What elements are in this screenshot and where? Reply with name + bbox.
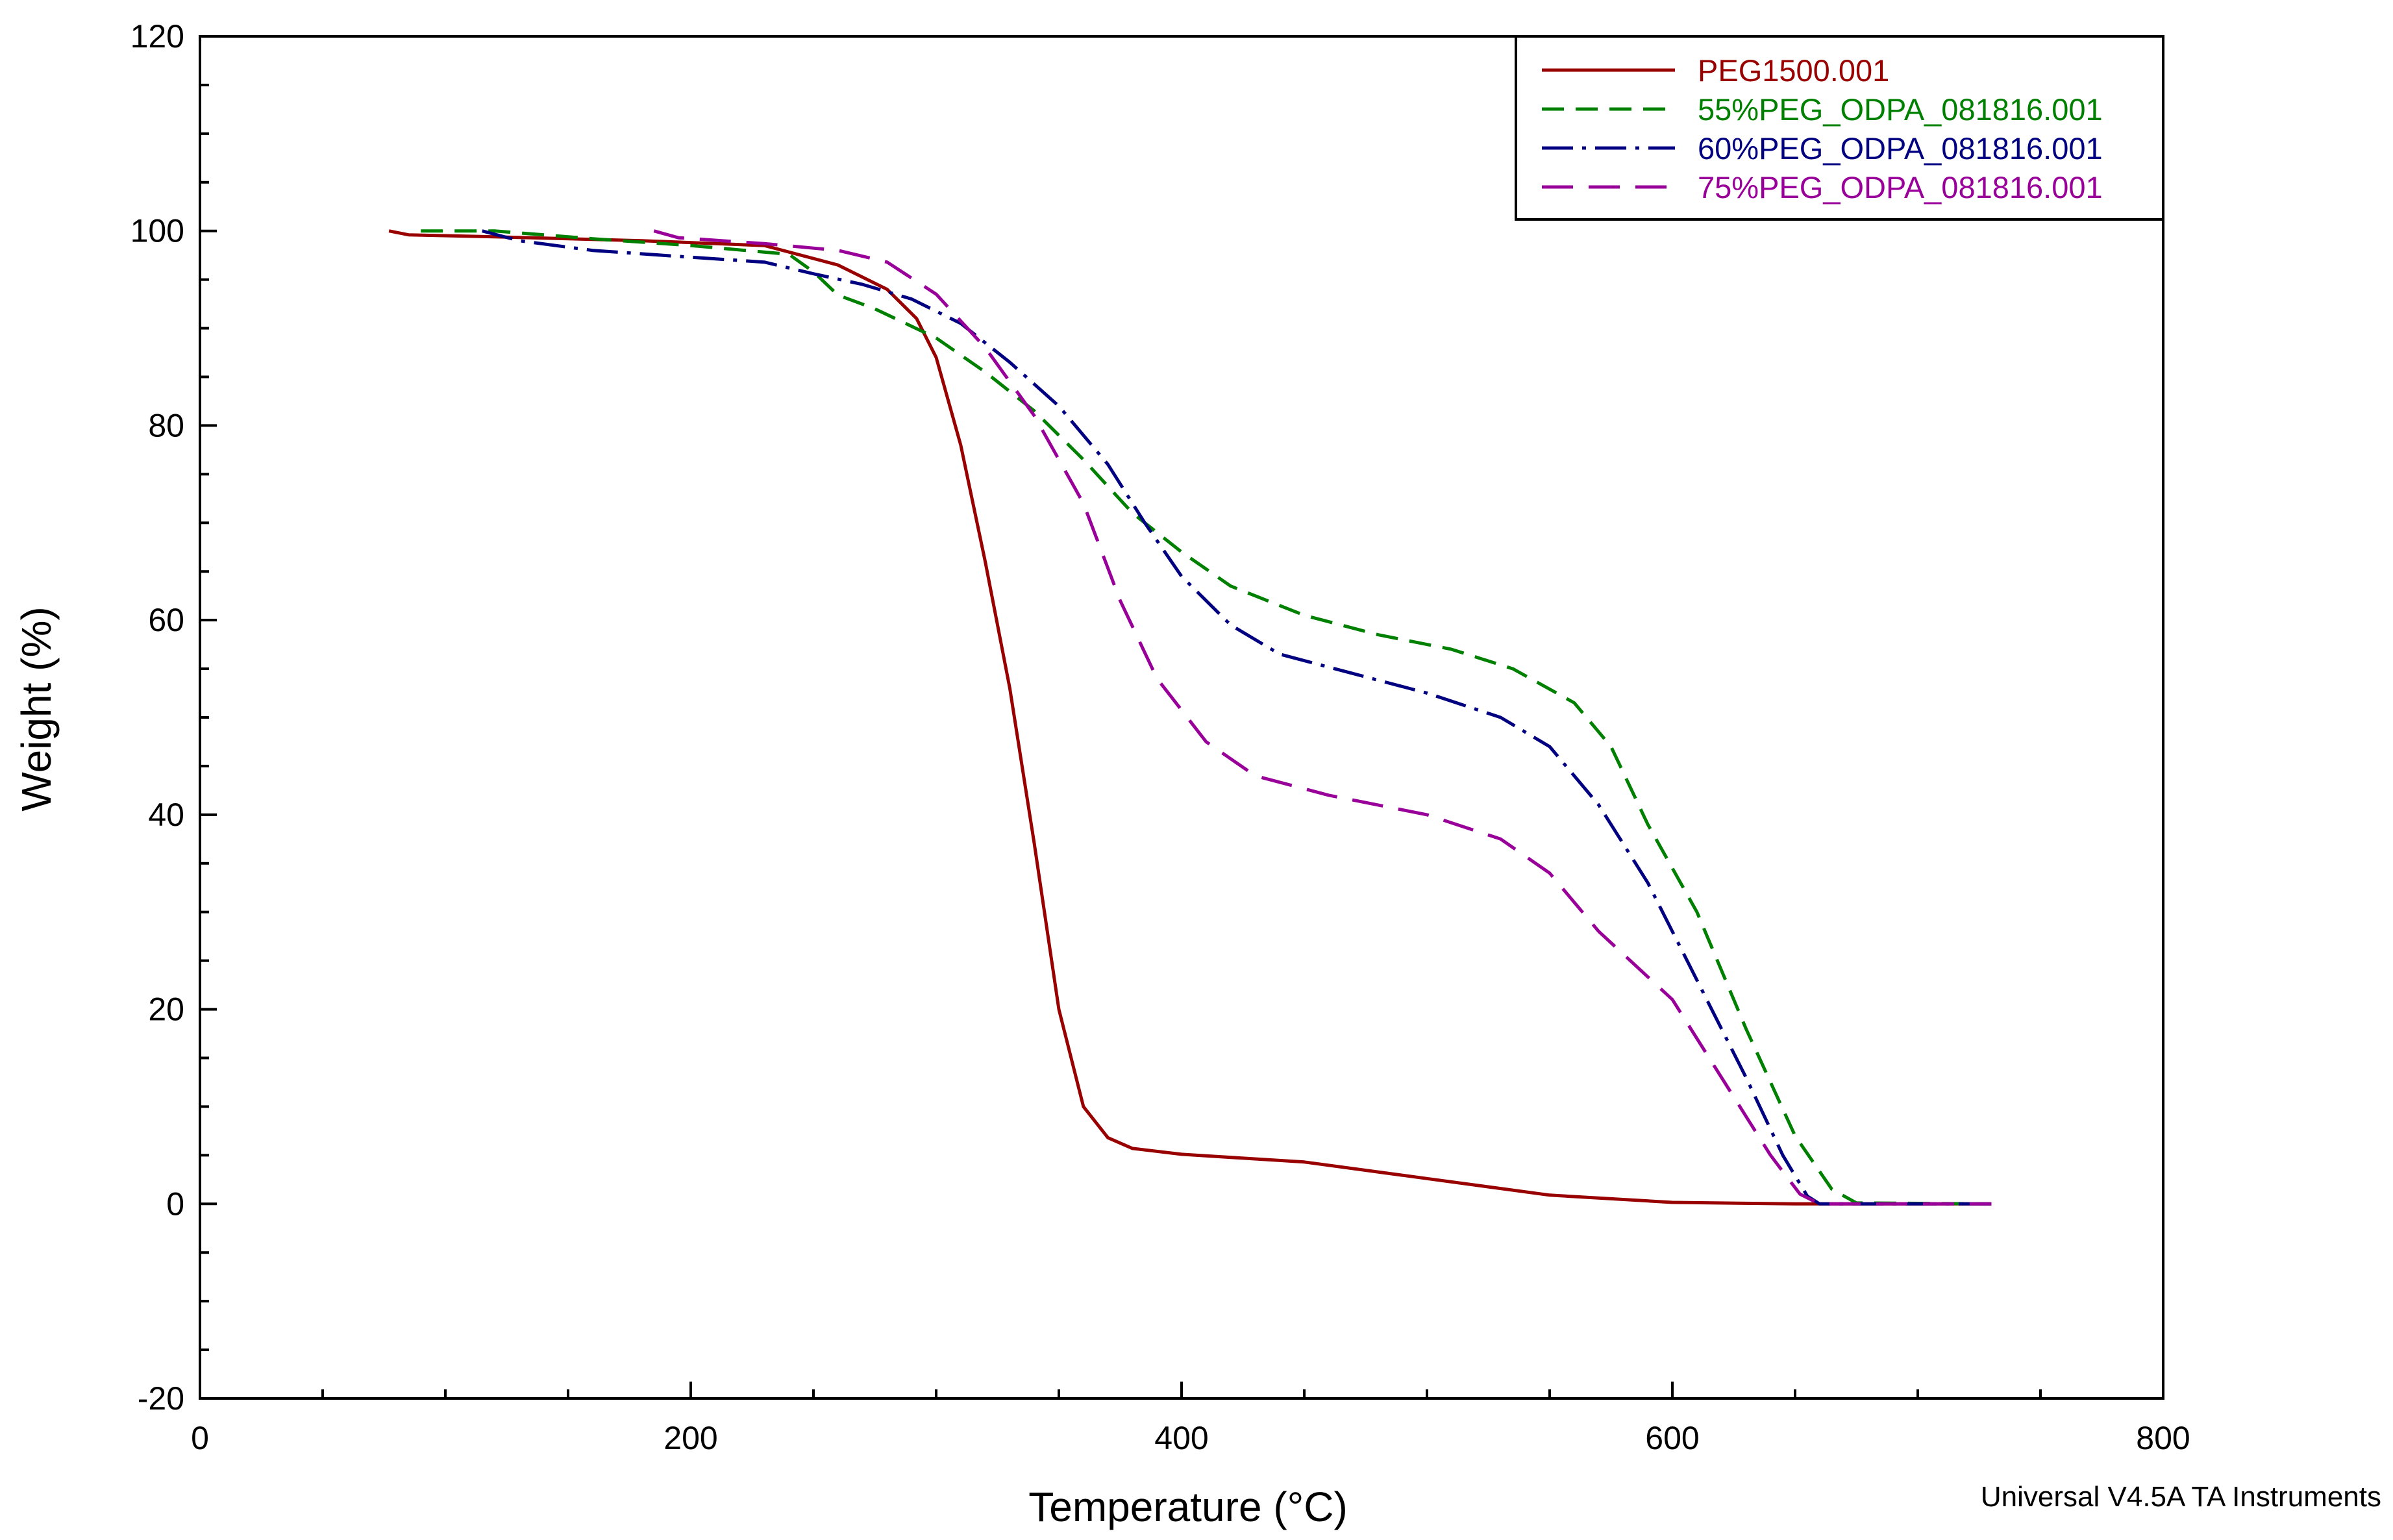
x-tick-label: 0 — [191, 1420, 209, 1456]
y-tick-label: 100 — [130, 213, 184, 249]
series-line-1 — [388, 229, 1992, 1206]
legend-label-2: 55%PEG_ODPA_081816.001 — [1698, 92, 2103, 127]
footer-label: Universal V4.5A TA Instruments — [1981, 1481, 2381, 1513]
y-tick-label: 20 — [148, 991, 184, 1028]
series-line-4 — [653, 229, 1992, 1206]
legend-label-3: 60%PEG_ODPA_081816.001 — [1698, 131, 2103, 166]
y-tick-label: -20 — [138, 1380, 184, 1417]
x-tick-label: 800 — [2136, 1420, 2190, 1456]
y-tick-label: 120 — [130, 18, 184, 55]
y-tick-label: 40 — [148, 797, 184, 833]
legend-label-4: 75%PEG_ODPA_081816.001 — [1698, 170, 2103, 205]
series-line-2 — [421, 229, 1992, 1206]
legend-label-1: PEG1500.001 — [1698, 53, 1889, 88]
x-axis-title: Temperature (°C) — [1028, 1484, 1348, 1530]
y-tick-label: 80 — [148, 407, 184, 443]
x-tick-label: 600 — [1645, 1420, 1699, 1456]
y-tick-label: 60 — [148, 602, 184, 638]
x-tick-label: 200 — [663, 1420, 717, 1456]
legend: PEG1500.001 55%PEG_ODPA_081816.001 60%PEG_… — [1515, 35, 2164, 221]
x-tick-label: 400 — [1154, 1420, 1208, 1456]
axis-ticks — [199, 35, 2164, 1400]
y-tick-label: 0 — [166, 1186, 184, 1222]
series-line-3 — [482, 229, 1992, 1206]
y-axis-title: Weight (%) — [13, 606, 60, 811]
legend-box — [1515, 35, 2164, 221]
series-lines — [388, 229, 1992, 1206]
